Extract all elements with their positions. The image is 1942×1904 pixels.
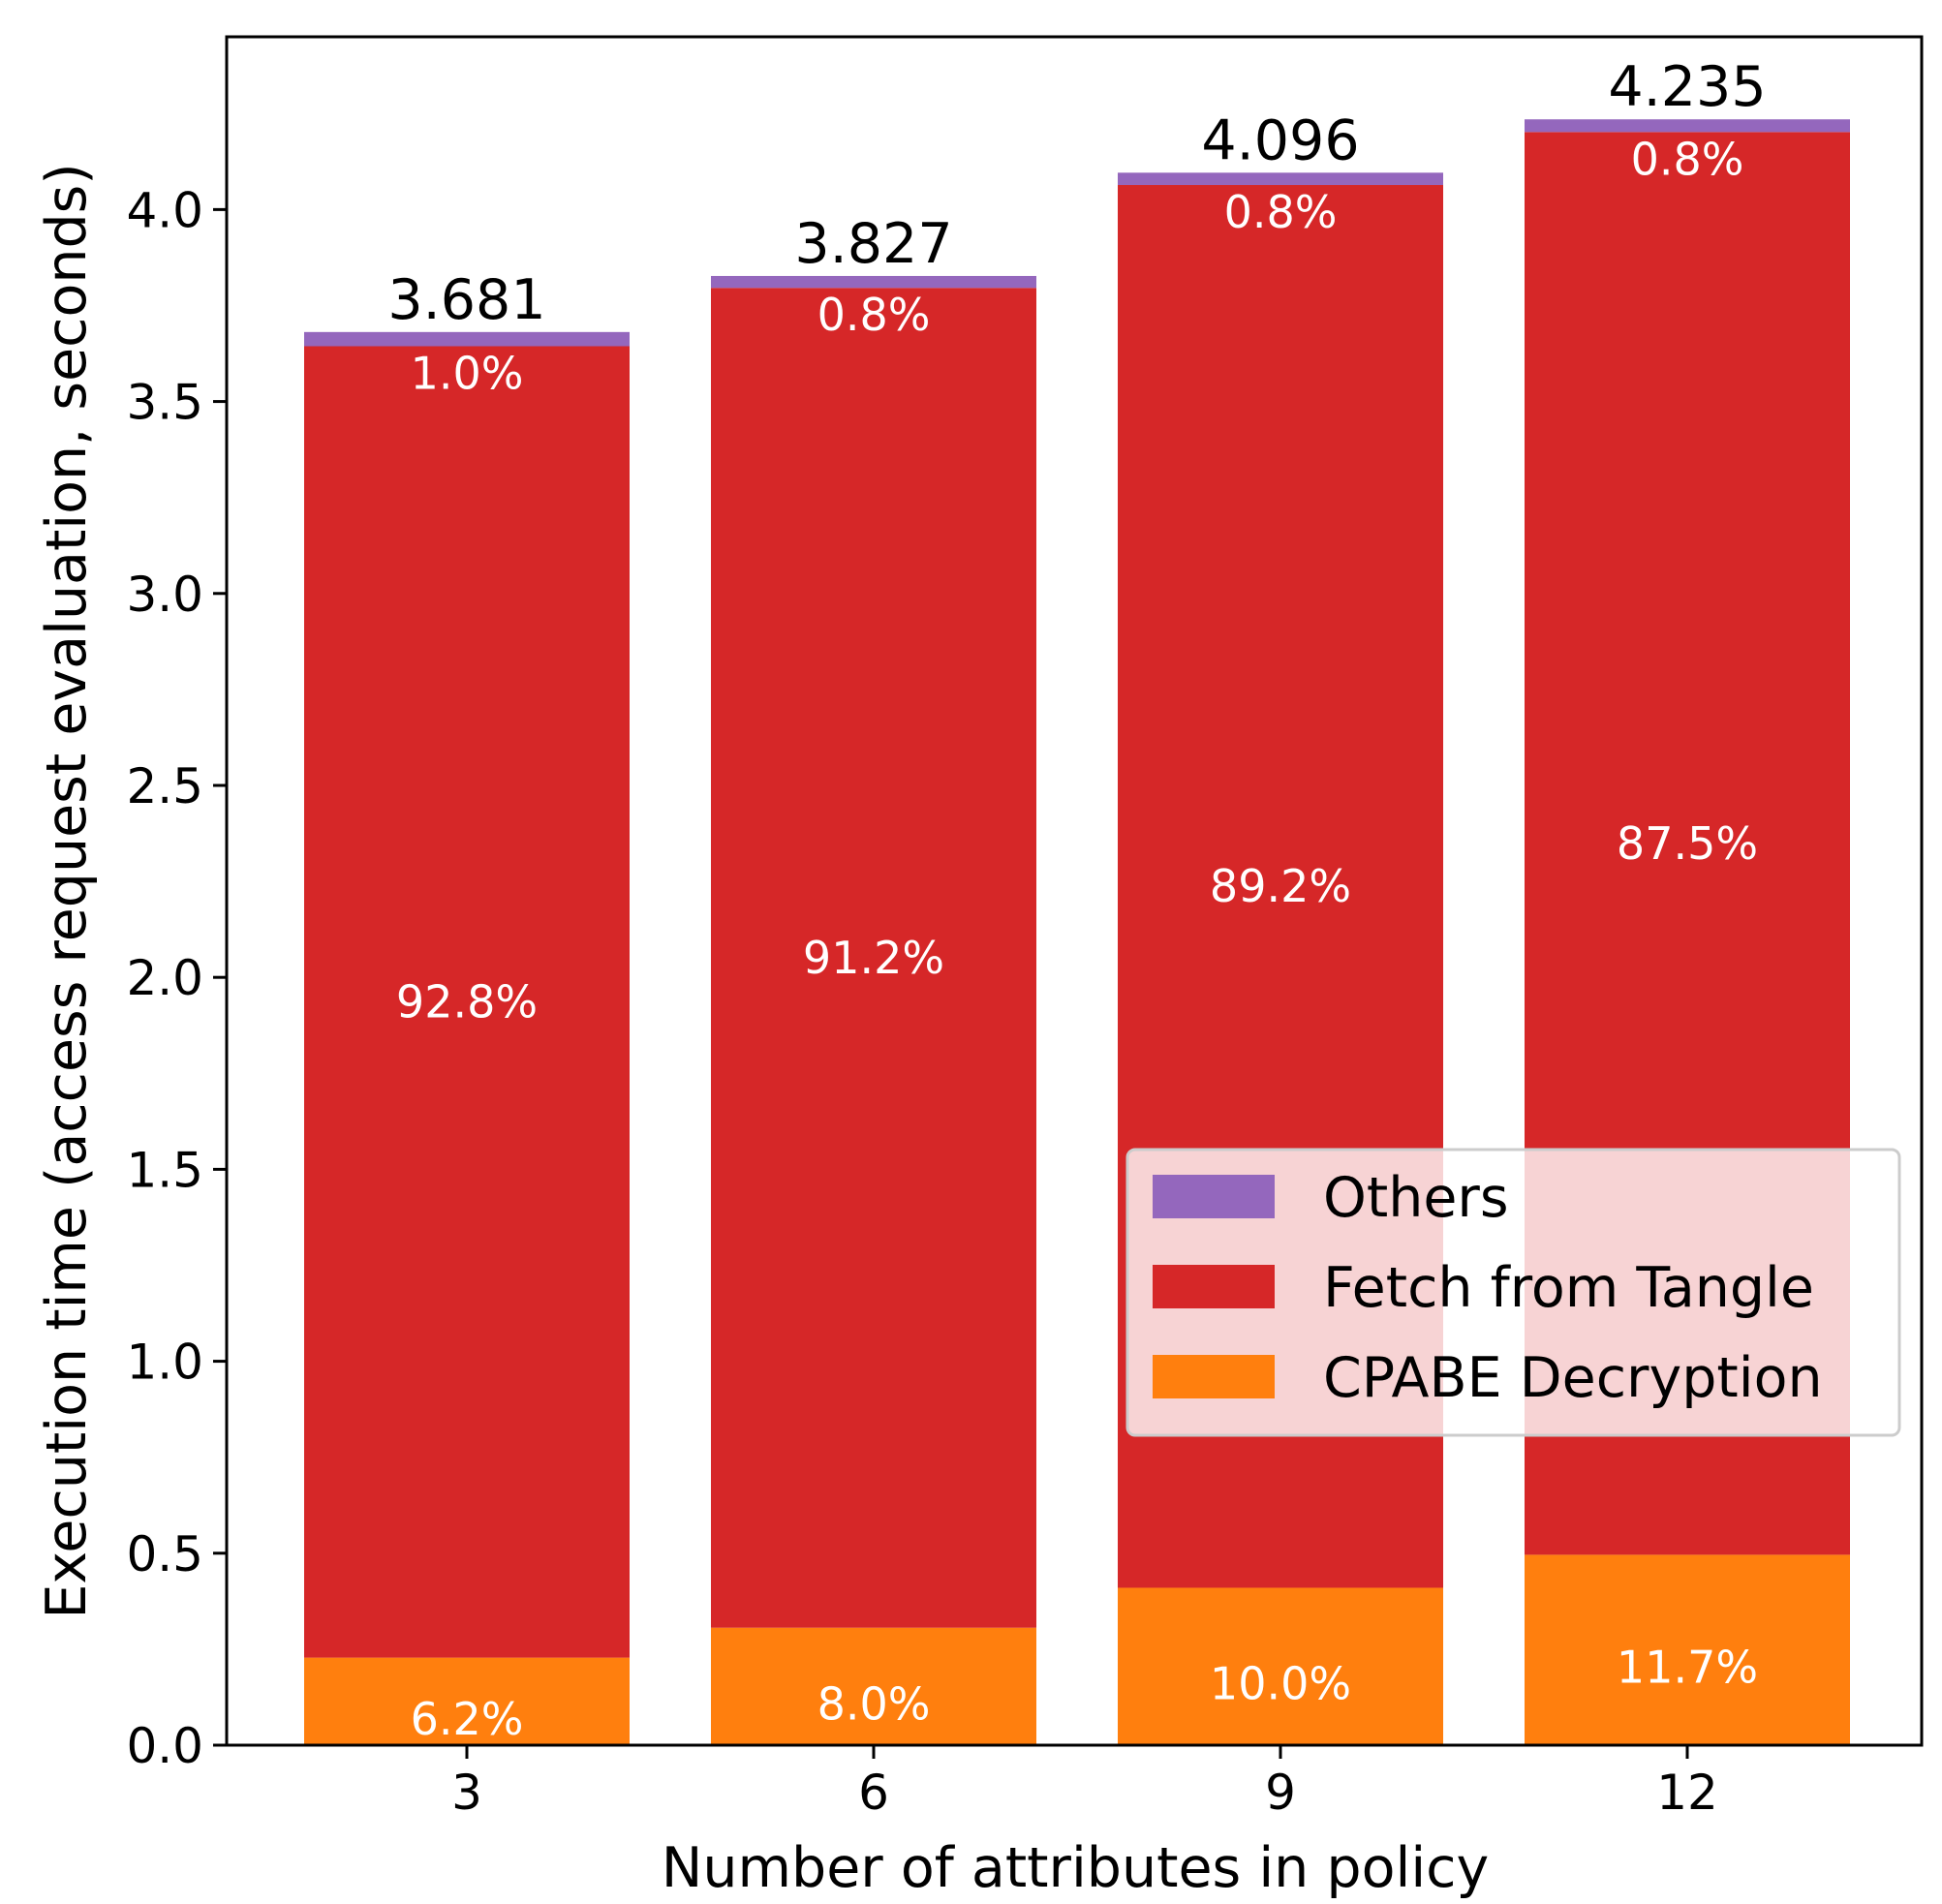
bar-others-3 xyxy=(304,331,630,347)
legend-swatch-cpabe-decryption xyxy=(1153,1355,1275,1398)
bars-layer xyxy=(304,119,1850,1745)
y-tick-label-3: 1.5 xyxy=(126,1142,203,1198)
bar-cpabe-decryption-12 xyxy=(1525,1554,1850,1745)
labels-layer: 6.2% 92.8% 1.0% 3.681 8.0% 91.2% 0.8% 3.827 10.0… xyxy=(387,55,1766,1745)
pct-label-fetch-from-tangle-9: 89.2% xyxy=(1210,860,1351,912)
bar-fetch-from-tangle-3 xyxy=(304,346,630,1658)
legend-label-cpabe-decryption: CPABE Decryption xyxy=(1323,1346,1823,1410)
x-tick-label-9: 9 xyxy=(1265,1765,1296,1821)
y-tick-label-7: 3.5 xyxy=(126,375,203,431)
x-tick-label-6: 6 xyxy=(858,1765,889,1821)
y-tick-label-0: 0.0 xyxy=(126,1718,203,1774)
x-axis-title: Number of attributes in policy xyxy=(662,1836,1489,1900)
x-tick-label-3: 3 xyxy=(451,1765,482,1821)
y-tick-label-4: 2.0 xyxy=(126,950,203,1006)
legend-label-fetch-from-tangle: Fetch from Tangle xyxy=(1323,1256,1814,1320)
ticks-layer: 0.0 0.5 1.0 1.5 2.0 2.5 3.0 3.5 4.0 3 6 9 12 xyxy=(126,182,1717,1821)
pct-label-others-6: 0.8% xyxy=(817,289,931,341)
pct-label-cpabe-decryption-12: 11.7% xyxy=(1617,1642,1758,1694)
y-tick-label-2: 1.0 xyxy=(126,1335,203,1391)
legend-swatch-others xyxy=(1153,1175,1275,1218)
y-tick-label-8: 4.0 xyxy=(126,182,203,238)
total-label-3: 3.681 xyxy=(387,268,545,332)
x-tick-label-12: 12 xyxy=(1656,1765,1718,1821)
bar-others-12 xyxy=(1525,119,1850,133)
legend-swatch-fetch-from-tangle xyxy=(1153,1265,1275,1308)
legend-label-others: Others xyxy=(1323,1166,1509,1230)
pct-label-others-3: 1.0% xyxy=(411,348,524,400)
bar-cpabe-decryption-9 xyxy=(1118,1587,1443,1745)
pct-label-others-12: 0.8% xyxy=(1631,133,1744,185)
bar-others-9 xyxy=(1118,172,1443,186)
legend-box xyxy=(1125,1148,1901,1437)
pct-label-fetch-from-tangle-3: 92.8% xyxy=(396,976,538,1029)
pct-label-cpabe-decryption-6: 8.0% xyxy=(817,1677,931,1730)
axes-layer xyxy=(225,35,1924,1747)
bar-fetch-from-tangle-6 xyxy=(711,288,1036,1628)
total-label-9: 4.096 xyxy=(1201,108,1359,172)
y-tick-label-5: 2.5 xyxy=(126,758,203,814)
plot-frame xyxy=(225,35,1924,1747)
y-tick-label-6: 3.0 xyxy=(126,567,203,623)
legend: Others Fetch from Tangle CPABE Decryptio… xyxy=(1125,1148,1901,1437)
bar-cpabe-decryption-6 xyxy=(711,1627,1036,1745)
y-axis-title: Execution time (access request evaluatio… xyxy=(35,163,99,1618)
y-tick-label-1: 0.5 xyxy=(126,1526,203,1582)
pct-label-fetch-from-tangle-12: 87.5% xyxy=(1617,817,1758,870)
pct-label-others-9: 0.8% xyxy=(1224,186,1338,238)
bar-cpabe-decryption-3 xyxy=(304,1657,630,1745)
pct-label-cpabe-decryption-9: 10.0% xyxy=(1210,1658,1351,1710)
bar-others-6 xyxy=(711,275,1036,289)
total-label-6: 3.827 xyxy=(794,212,952,276)
total-label-12: 4.235 xyxy=(1608,55,1766,119)
pct-label-fetch-from-tangle-6: 91.2% xyxy=(803,932,944,984)
pct-label-cpabe-decryption-3: 6.2% xyxy=(411,1693,524,1745)
